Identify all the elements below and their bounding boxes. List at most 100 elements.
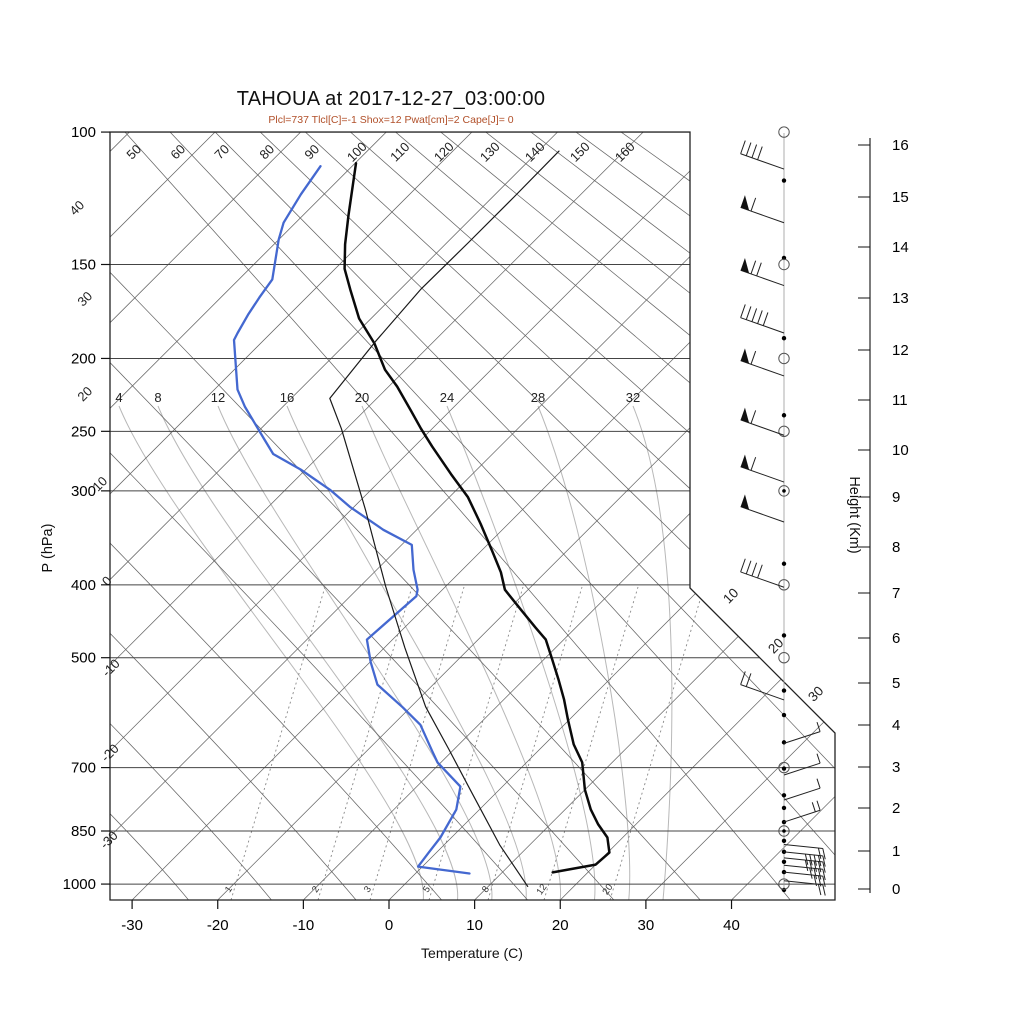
wind-barb xyxy=(740,407,785,436)
isotherm-line xyxy=(131,132,835,900)
temperature-tick-label: 10 xyxy=(466,917,483,934)
parcel-curve xyxy=(329,150,560,888)
wind-level-dot xyxy=(781,178,787,183)
dry-adiabat-line xyxy=(426,132,835,900)
isotherm-line xyxy=(303,132,835,900)
dry-adiabat-line xyxy=(110,226,737,900)
wind-barb xyxy=(740,195,785,224)
height-tick-label: 4 xyxy=(892,717,900,734)
temperature-tick-label: 0 xyxy=(385,917,393,934)
wind-barb xyxy=(783,800,821,823)
wind-barb xyxy=(783,857,826,873)
dry-adiabat-label: 50 xyxy=(123,141,144,162)
temperature-curve xyxy=(343,161,611,874)
mixing-ratio-line xyxy=(609,586,705,900)
wind-barb xyxy=(783,864,826,881)
dry-adiabat-line xyxy=(516,132,835,900)
dry-adiabat-label: -20 xyxy=(98,741,122,765)
wind-barb xyxy=(740,671,785,701)
pressure-tick-label: 300 xyxy=(71,483,96,500)
height-tick-label: 0 xyxy=(892,881,900,898)
pressure-axis-label: P (hPa) xyxy=(40,523,56,573)
pressure-tick-label: 1000 xyxy=(63,876,96,893)
wind-level-dot xyxy=(781,688,787,693)
height-tick-label: 10 xyxy=(892,442,909,459)
temperature-tick-label: 20 xyxy=(552,917,569,934)
wind-barb xyxy=(740,140,785,170)
height-axis-label: Height (Km) xyxy=(846,476,862,554)
isotherm-label: 10 xyxy=(720,585,741,606)
isotherm-line xyxy=(474,132,835,900)
moist-adiabat-label: 20 xyxy=(355,390,369,405)
height-tick-label: 3 xyxy=(892,759,900,776)
moist-adiabat-line xyxy=(286,405,527,900)
isotherm-line xyxy=(110,132,815,900)
wind-level-dot xyxy=(781,413,787,418)
dry-adiabat-line xyxy=(159,132,835,900)
dry-adiabat-line xyxy=(110,317,650,900)
moist-adiabat-line xyxy=(217,405,493,900)
wind-level-circle xyxy=(778,485,790,497)
moist-adiabat-label: 16 xyxy=(280,390,294,405)
temperature-tick-label: -20 xyxy=(207,917,229,934)
height-tick-label: 15 xyxy=(892,189,909,206)
wind-barb xyxy=(783,844,826,860)
temperature-tick-label: 30 xyxy=(638,917,655,934)
page-title: TAHOUA at 2017-12-27_03:00:00 xyxy=(236,88,546,110)
wind-level-circle xyxy=(778,258,790,271)
mixing-ratio-label: 3 xyxy=(362,884,374,895)
wind-barb xyxy=(783,880,826,896)
dry-adiabat-line xyxy=(110,497,477,900)
pressure-tick-label: 100 xyxy=(71,124,96,141)
moist-adiabat-label: 8 xyxy=(154,390,161,405)
dry-adiabat-label: 120 xyxy=(431,139,457,165)
moist-adiabat-line xyxy=(118,405,424,900)
wind-level-dot xyxy=(781,561,787,566)
wind-barb xyxy=(740,558,785,588)
mixing-ratio-line xyxy=(428,586,524,900)
wind-level-dot xyxy=(781,805,787,811)
wind-level-dot xyxy=(781,838,787,844)
height-tick-label: 1 xyxy=(892,843,900,860)
dry-adiabat-line xyxy=(110,407,563,900)
dry-adiabat-line xyxy=(337,132,835,900)
dry-adiabat-line xyxy=(471,132,835,900)
wind-level-circle xyxy=(778,126,790,138)
pressure-tick-label: 200 xyxy=(71,350,96,367)
wind-level-circle xyxy=(778,761,790,774)
mixing-ratio-line xyxy=(369,586,465,900)
height-tick-label: 12 xyxy=(892,342,909,359)
moist-adiabat-line xyxy=(537,405,631,900)
height-tick-label: 2 xyxy=(892,800,900,817)
wind-barb xyxy=(740,454,785,483)
pressure-tick-label: 850 xyxy=(71,823,96,840)
wind-barb xyxy=(740,304,785,334)
isotherm-line xyxy=(110,132,558,900)
pressure-tick-label: 150 xyxy=(71,256,96,273)
wind-level-dot xyxy=(781,793,787,798)
mixing-ratio-label: 8 xyxy=(480,884,492,895)
plot-border xyxy=(109,131,836,901)
height-tick-label: 16 xyxy=(892,137,909,154)
temperature-tick-label: -10 xyxy=(293,917,315,934)
pressure-tick-label: 250 xyxy=(71,423,96,440)
wind-barb xyxy=(740,494,785,523)
isotherm-line xyxy=(388,132,835,900)
dry-adiabat-label: 30 xyxy=(74,288,95,309)
dry-adiabat-line xyxy=(560,132,835,900)
wind-level-circle xyxy=(778,878,790,890)
isotherm-label: 30 xyxy=(805,683,826,704)
dry-adiabat-label: 0 xyxy=(99,573,115,589)
mixing-ratio-label: 5 xyxy=(421,884,433,895)
mixing-ratio-label: 2 xyxy=(310,884,322,895)
dry-adiabat-line xyxy=(293,132,835,900)
dry-adiabat-label: 70 xyxy=(211,141,232,162)
dry-adiabat-label: 40 xyxy=(66,197,87,218)
dry-adiabat-label: 20 xyxy=(74,383,95,404)
isotherm-line xyxy=(217,132,835,900)
wind-level-circle xyxy=(778,352,790,365)
wind-level-circle-dot xyxy=(782,489,786,493)
mixing-ratio-label: 12 xyxy=(534,882,549,897)
